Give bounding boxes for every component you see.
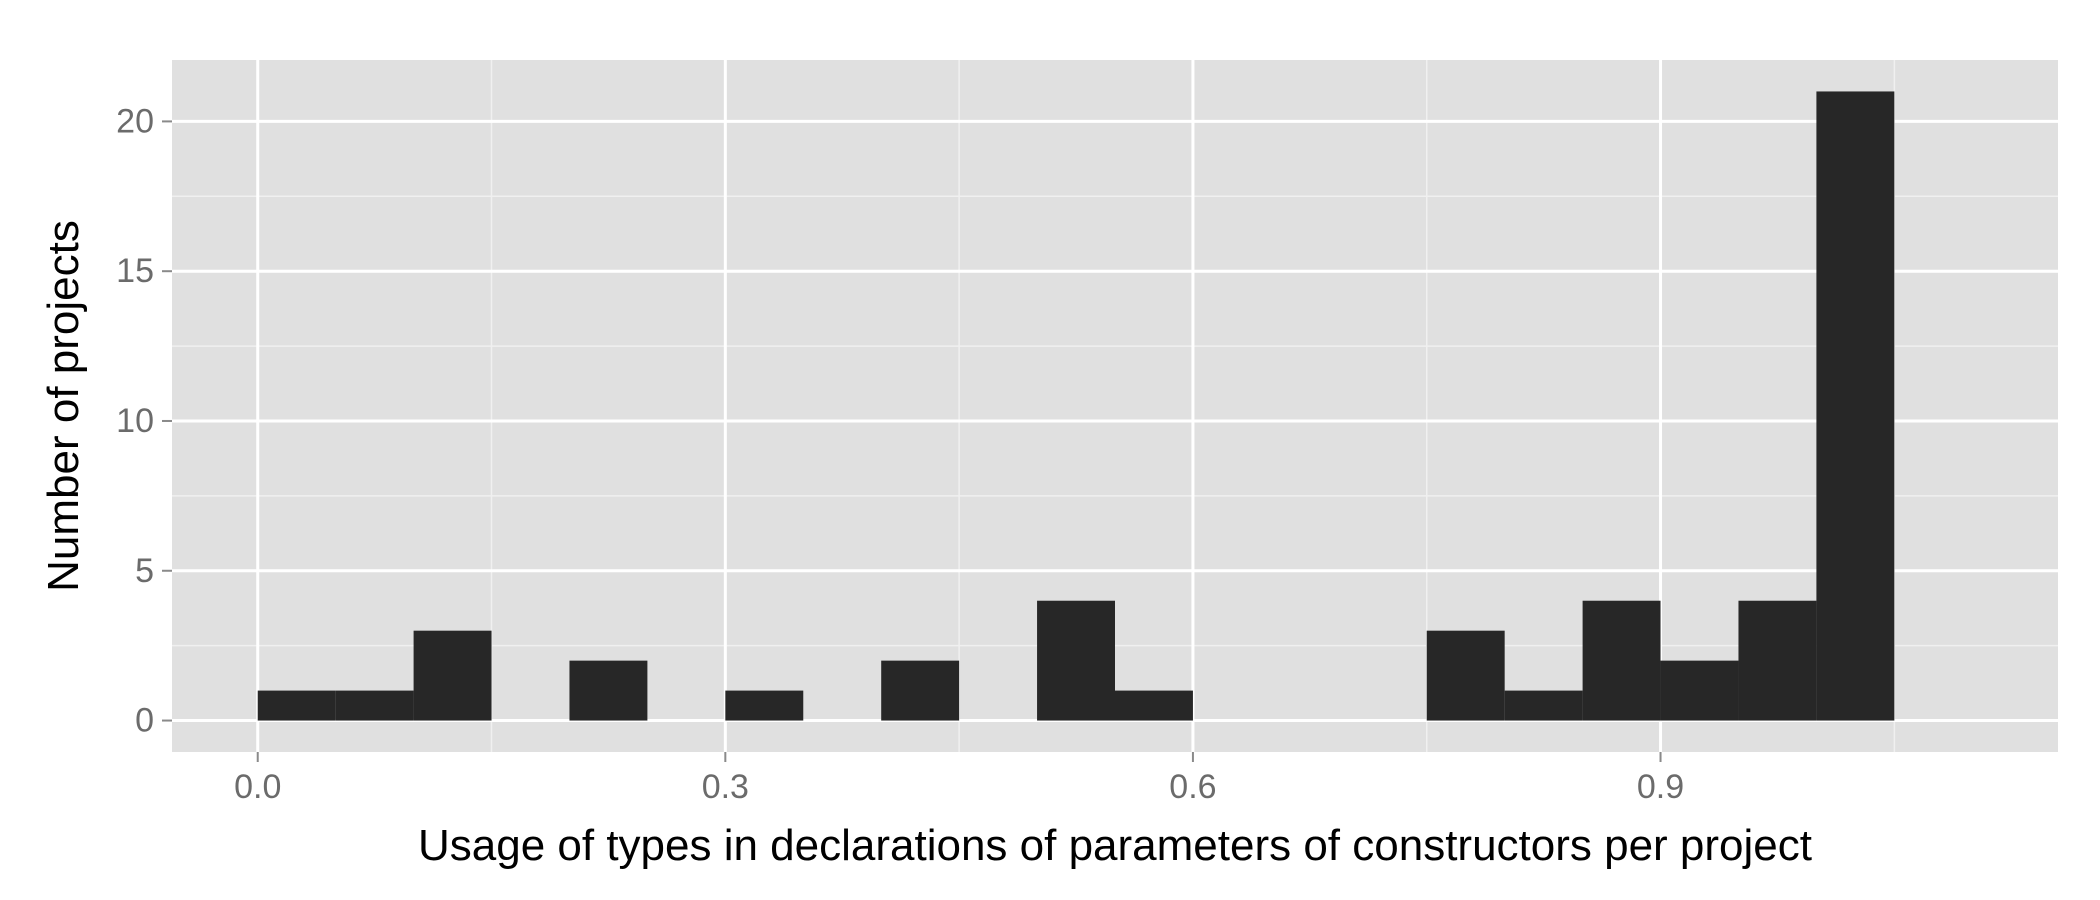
minor-gridlines (172, 60, 2058, 752)
histogram-bar (1115, 690, 1193, 721)
histogram-bar (413, 630, 492, 721)
histogram-bar (569, 660, 648, 721)
x-tick-label: 0.3 (702, 768, 749, 806)
x-tick-label: 0.9 (1637, 768, 1684, 806)
histogram-bar (1582, 600, 1661, 721)
y-axis-title: Number of projects (39, 220, 88, 592)
x-axis-title: Usage of types in declarations of parame… (418, 821, 1812, 870)
major-gridlines (172, 60, 2058, 752)
x-axis: 0.0 0.3 0.6 0.9 (234, 752, 1684, 806)
histogram-bar (1037, 600, 1115, 721)
x-tick-label: 0.0 (234, 768, 281, 806)
histogram-bar (257, 690, 336, 721)
y-tick-label: 20 (116, 102, 154, 140)
histogram-bar (335, 690, 414, 721)
y-tick-label: 15 (116, 252, 154, 290)
histogram-bar (881, 660, 960, 721)
y-tick-label: 10 (116, 402, 154, 440)
histogram-bars (257, 91, 1895, 721)
histogram-bar (725, 690, 804, 721)
histogram-bar (1504, 690, 1583, 721)
histogram-bar (1660, 660, 1739, 721)
histogram-bar (1738, 600, 1817, 721)
x-tick-label: 0.6 (1169, 768, 1216, 806)
y-tick-label: 5 (135, 552, 154, 590)
histogram-bar (1426, 630, 1505, 721)
y-axis: 0 5 10 15 20 (116, 102, 172, 740)
histogram-bar (1816, 91, 1895, 721)
y-tick-label: 0 (135, 702, 154, 740)
